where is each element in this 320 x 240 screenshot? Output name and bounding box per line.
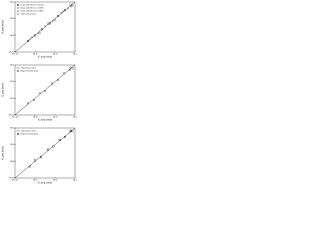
y-tick-label: 1E-4 bbox=[10, 2, 15, 4]
x-axis-label: K_exp (m/s) bbox=[38, 180, 52, 184]
y-axis-label: K_pre (m/s) bbox=[1, 146, 5, 160]
legend-label: Experimental data bbox=[21, 70, 39, 73]
legend-label: Data with Errors of 10% bbox=[21, 4, 44, 7]
legend-label: Experimental data bbox=[21, 133, 39, 136]
data-point bbox=[58, 139, 61, 142]
data-point bbox=[63, 72, 66, 75]
y-tick-label: 1E-4 bbox=[10, 65, 15, 67]
page: {"chart_data": [ {"type": "scatter", "la… bbox=[0, 1, 77, 185]
x-tick-label: 1E-6 bbox=[53, 117, 58, 119]
x-tick-label: 1E-10 bbox=[12, 117, 19, 119]
data-point bbox=[51, 82, 53, 85]
y-tick-label: 1E-4 bbox=[10, 128, 15, 130]
legend-swatch bbox=[16, 9, 20, 12]
legend-label: Data with Errors of 30% bbox=[21, 10, 44, 13]
data-point bbox=[27, 40, 29, 42]
y-tick-label: 1E-8 bbox=[10, 98, 15, 100]
figure: 1E-10 1E-8 1E-6 1E-4 1E-10 1E-8 1E-6 1E-4 K_exp … bbox=[1, 1, 77, 185]
x-axis-label: K_exp (m/s) bbox=[38, 54, 52, 58]
legend-label: Theoretical Line bbox=[21, 13, 37, 16]
plot-frame bbox=[14, 1, 76, 53]
legend-label: Theoretical Line bbox=[21, 130, 37, 133]
x-tick-label: 1E-10 bbox=[12, 54, 19, 56]
x-axis-label: K_exp (m/s) bbox=[38, 117, 52, 121]
x-tick-label: 1E-6 bbox=[53, 54, 58, 56]
legend-swatch bbox=[17, 133, 19, 135]
legend-swatch bbox=[17, 4, 19, 6]
data-point bbox=[48, 22, 51, 25]
legend-swatch bbox=[17, 70, 19, 72]
theoretical-line bbox=[14, 1, 76, 53]
data-point bbox=[57, 15, 59, 17]
theoretical-line bbox=[14, 127, 76, 179]
legend-swatch bbox=[17, 7, 19, 9]
data-point bbox=[44, 89, 46, 92]
x-tick-label: 1E-10 bbox=[12, 180, 19, 182]
y-tick-label: 1E-6 bbox=[10, 18, 15, 20]
y-tick-label: 1E-10 bbox=[9, 115, 16, 117]
data-point bbox=[64, 9, 66, 12]
x-tick-label: 1E-6 bbox=[53, 180, 58, 182]
data-point bbox=[68, 69, 71, 71]
data-point bbox=[38, 92, 41, 95]
y-tick-label: 1E-10 bbox=[9, 52, 16, 54]
x-tick-label: 1E-8 bbox=[33, 117, 38, 119]
x-tick-label: 1E-8 bbox=[33, 180, 38, 182]
plot-frame bbox=[14, 64, 76, 116]
data-point bbox=[28, 165, 31, 168]
data-point bbox=[34, 34, 36, 37]
y-tick-label: 1E-8 bbox=[10, 161, 15, 163]
y-axis-label: K_pre (m/s) bbox=[1, 83, 5, 97]
data-point bbox=[40, 156, 42, 159]
data-point bbox=[52, 145, 55, 148]
plot-frame bbox=[14, 127, 76, 179]
data-point bbox=[57, 78, 59, 81]
data-point bbox=[33, 99, 36, 102]
data-point bbox=[70, 129, 72, 132]
x-tick-label: 1E-4 bbox=[73, 117, 77, 119]
x-tick-label: 1E-8 bbox=[33, 54, 38, 56]
data-point bbox=[27, 102, 29, 105]
x-tick-label: 1E-4 bbox=[73, 180, 77, 182]
data-point bbox=[41, 28, 43, 31]
data-point bbox=[64, 135, 66, 138]
y-axis-label: K_pre (m/s) bbox=[1, 20, 5, 34]
data-point bbox=[34, 159, 36, 162]
data-point bbox=[47, 148, 49, 151]
data-point bbox=[53, 18, 57, 21]
y-tick-label: 1E-10 bbox=[9, 178, 16, 180]
data-point bbox=[69, 4, 73, 8]
x-tick-label: 1E-4 bbox=[73, 54, 77, 56]
y-tick-label: 1E-8 bbox=[10, 35, 15, 37]
data-point bbox=[38, 31, 41, 34]
y-tick-label: 1E-6 bbox=[10, 81, 15, 83]
legend-label: Data with Errors of 20% bbox=[21, 7, 44, 10]
legend-label: Theoretical Line bbox=[21, 67, 37, 70]
y-tick-label: 1E-6 bbox=[10, 144, 15, 146]
